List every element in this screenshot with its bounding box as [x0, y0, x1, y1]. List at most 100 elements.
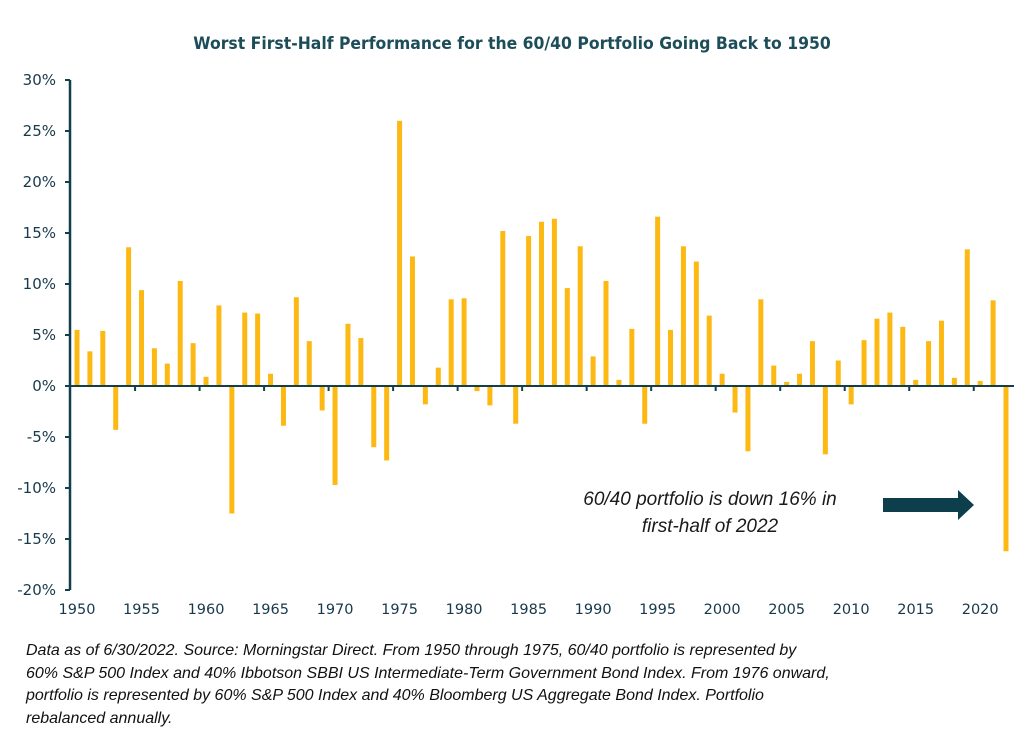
x-tick-label: 1990	[575, 602, 612, 618]
x-tick-label: 1955	[123, 602, 160, 618]
bar-2010	[848, 386, 854, 405]
bar-1960	[203, 376, 209, 386]
x-tick-label: 1975	[381, 602, 418, 618]
bar-2021	[990, 300, 996, 386]
bar-1956	[151, 348, 157, 386]
bar-1994	[642, 386, 648, 424]
x-tick-label: 2015	[897, 602, 934, 618]
bar-2011	[861, 340, 867, 386]
bar-1985	[526, 236, 532, 386]
bar-1971	[345, 323, 351, 386]
y-tick-label: 0%	[32, 377, 56, 395]
bar-2000	[719, 373, 725, 386]
bar-1996	[668, 329, 674, 386]
bar-1950	[74, 329, 80, 386]
bar-1974	[384, 386, 390, 461]
bar-2009	[835, 360, 841, 386]
bar-1986	[539, 221, 544, 386]
footnote-line-4: rebalanced annually.	[26, 709, 173, 727]
bar-1969	[319, 386, 325, 411]
bar-1990	[590, 356, 596, 386]
bar-1976	[409, 256, 415, 386]
y-tick-label: -10%	[17, 479, 56, 497]
bar-2006	[797, 373, 803, 386]
x-tick-label: 1980	[446, 602, 483, 618]
bar-2005	[784, 381, 790, 386]
y-tick-label: 30%	[23, 71, 56, 89]
bar-1973	[371, 386, 377, 448]
y-tick-label: 10%	[23, 275, 56, 293]
x-tick-label: 1960	[188, 602, 225, 618]
bar-1972	[358, 338, 364, 386]
bar-1955	[139, 290, 145, 386]
bar-1978	[435, 367, 441, 386]
bar-2012	[874, 318, 880, 386]
bar-1993	[629, 328, 635, 386]
bar-2016	[926, 341, 932, 386]
x-tick-label: 1970	[317, 602, 354, 618]
bar-1959	[190, 343, 196, 386]
y-tick-label: 5%	[32, 326, 56, 344]
arrow-right-icon	[883, 490, 974, 520]
y-tick-label: -5%	[27, 428, 56, 446]
bar-1997	[680, 246, 686, 386]
bar-1984	[513, 386, 519, 424]
bar-2013	[887, 312, 893, 386]
bars-group	[74, 120, 1009, 552]
x-tick-label: 1965	[252, 602, 289, 618]
bar-1977	[422, 386, 428, 405]
bar-1983	[500, 230, 506, 386]
bar-1988	[564, 288, 570, 386]
bar-1998	[693, 261, 699, 386]
bar-1980	[461, 298, 467, 386]
bar-2022	[1003, 386, 1009, 552]
bar-1963	[242, 312, 248, 386]
bar-2003	[758, 299, 764, 386]
y-tick-label: -20%	[17, 581, 56, 599]
bar-1970	[332, 386, 338, 485]
x-axis-ticks: 1950 1955 1960 1965 1970 1975 1980 1985 1990 1995…	[59, 386, 999, 618]
footnote-line-1: Data as of 6/30/2022. Source: Morningsta…	[26, 642, 797, 659]
bar-1967	[293, 297, 299, 386]
y-tick-label: -15%	[17, 530, 56, 548]
x-tick-label: 2005	[768, 602, 805, 618]
bar-2004	[771, 365, 777, 386]
bar-1982	[487, 386, 493, 406]
bar-2019	[964, 249, 970, 386]
annotation-line-2: first-half of 2022	[641, 516, 779, 537]
chart-title: Worst First-Half Performance for the 60/…	[193, 34, 831, 54]
bar-1961	[216, 305, 222, 386]
x-tick-label: 2010	[833, 602, 870, 618]
bar-1965	[268, 373, 274, 386]
y-tick-label: 25%	[23, 122, 56, 140]
bar-1989	[577, 246, 583, 386]
bar-1962	[229, 386, 235, 514]
bar-2018	[951, 377, 957, 386]
bar-2020	[977, 380, 983, 386]
bar-2008	[822, 386, 828, 455]
y-tick-label: 15%	[23, 224, 56, 242]
bar-1992	[616, 379, 622, 386]
chart-annotation: 60/40 portfolio is down 16% in first-hal…	[540, 486, 880, 540]
bar-2002	[745, 386, 751, 452]
source-footnote: Data as of 6/30/2022. Source: Morningsta…	[26, 640, 1016, 730]
bar-1953	[113, 386, 119, 430]
bar-1987	[551, 218, 557, 386]
bar-2001	[732, 386, 738, 413]
x-tick-label: 2000	[704, 602, 741, 618]
x-tick-label: 1985	[510, 602, 547, 618]
bar-1958	[177, 280, 183, 386]
bar-1991	[603, 280, 609, 386]
bar-1968	[306, 341, 312, 386]
bar-1951	[87, 351, 93, 386]
bar-1979	[448, 299, 454, 386]
bar-2007	[809, 341, 815, 386]
annotation-arrow-icon	[883, 490, 974, 520]
annotation-line-1: 60/40 portfolio is down 16% in	[583, 489, 837, 510]
bar-1966	[280, 386, 286, 426]
bar-chart: 30%25%20%15%10%5%0%-5%-10%-15%-20% 1950 1…	[17, 71, 1014, 618]
bar-1981	[474, 386, 480, 392]
x-tick-label: 2020	[962, 602, 999, 618]
x-tick-label: 1995	[639, 602, 676, 618]
bar-1954	[126, 247, 132, 386]
